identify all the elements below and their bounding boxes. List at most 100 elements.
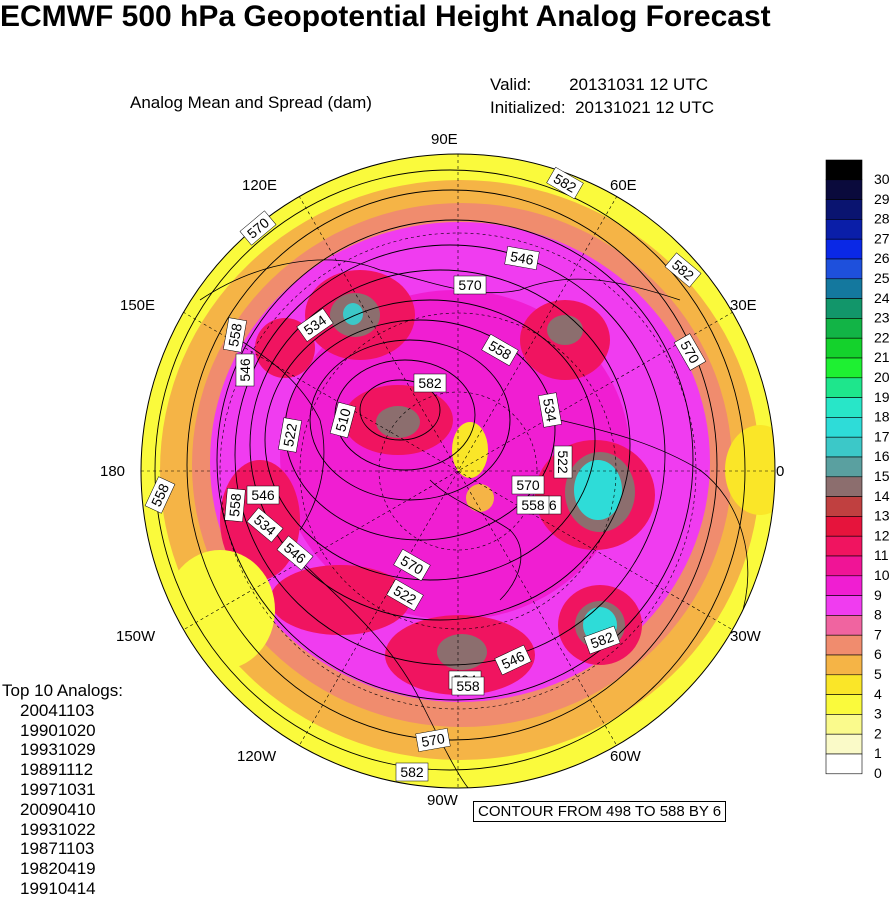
- colorbar-swatch: [825, 159, 863, 181]
- lon-label-120w: 120W: [237, 748, 277, 765]
- init-value: 20131021 12 UTC: [575, 98, 714, 117]
- contour-label: 558: [223, 317, 247, 353]
- contour-label: 570: [673, 333, 707, 371]
- contour-label: 522: [278, 417, 302, 453]
- lon-label-60w: 60W: [610, 748, 641, 765]
- colorbar-tick-label: 4: [874, 686, 882, 702]
- contour-label-text: 510: [332, 406, 354, 433]
- contour-labels: 5825705585465345225105825705585465345225…: [144, 166, 707, 782]
- colorbar-swatch: [825, 535, 863, 557]
- colorbar-tick-label: 15: [874, 468, 890, 484]
- colorbar-tick-label: 20: [874, 369, 890, 385]
- contour-label: 570: [453, 275, 487, 295]
- contour-label: 510: [329, 401, 357, 439]
- lon-label-90w: 90W: [427, 792, 458, 809]
- contour-label-text: 570: [458, 277, 482, 293]
- colorbar-tick-label: 19: [874, 389, 890, 405]
- colorbar-swatch: [825, 298, 863, 319]
- contour-label: 582: [395, 762, 429, 782]
- contour-label-text: 582: [588, 628, 616, 651]
- colorbar-swatch: [825, 337, 863, 359]
- colorbar-swatch: [825, 258, 863, 280]
- colorbar-tick-label: 28: [874, 211, 890, 227]
- colorbar-swatch: [825, 238, 863, 260]
- contour-label: 546: [235, 353, 255, 387]
- colorbar-swatch: [825, 694, 863, 715]
- contour-label: 582: [583, 625, 621, 655]
- colorbar-swatch: [825, 318, 863, 339]
- colorbar-swatch: [825, 476, 863, 497]
- lon-label-150e: 150E: [120, 297, 156, 314]
- analog-date: 19931029: [20, 740, 96, 760]
- valid-time: Valid: 20131031 12 UTC Initialized: 2013…: [490, 73, 714, 119]
- contour-label-text: 558: [226, 492, 244, 517]
- colorbar-tick-label: 26: [874, 250, 890, 266]
- analog-date: 20041103: [20, 700, 95, 720]
- contour-label: 558: [224, 488, 246, 522]
- contour-label-text: 558: [521, 497, 545, 513]
- colorbar-tick-label: 18: [874, 409, 890, 425]
- colorbar-tick-label: 24: [874, 290, 890, 306]
- lon-label-120e: 120E: [242, 177, 278, 194]
- contour-label: 534: [538, 392, 562, 428]
- colorbar-tick-label: 6: [874, 646, 882, 662]
- colorbar-tick-label: 30: [874, 171, 890, 187]
- contour-label: 570: [415, 728, 451, 752]
- analogs-list: Top 10 Analogs: 20041103 19901020 199310…: [2, 681, 123, 899]
- colorbar-swatch: [825, 199, 863, 220]
- analog-date: 19820419: [20, 859, 96, 879]
- height-contours: [154, 169, 746, 771]
- analog-date: 19910414: [20, 878, 96, 898]
- contour-label: 570: [511, 475, 545, 495]
- colorbar-swatch: [825, 733, 863, 755]
- colorbar-swatch: [825, 555, 863, 577]
- chart-title: ECMWF 500 hPa Geopotential Height Analog…: [0, 0, 771, 33]
- contour-label: 582: [413, 373, 447, 393]
- contour-label: 558: [516, 495, 550, 515]
- contour-label: 546: [504, 246, 540, 270]
- lon-label-180: 180: [100, 463, 126, 480]
- contour-label-text: 582: [400, 764, 424, 780]
- colorbar-swatch: [825, 753, 863, 775]
- contour-label: 558: [144, 476, 176, 514]
- contour-label-text: 534: [540, 397, 560, 423]
- colorbar-tick-label: 11: [874, 547, 889, 563]
- colorbar-tick-label: 17: [874, 428, 890, 444]
- colorbar: 3029282726252423222120191817161514131211…: [825, 159, 890, 781]
- colorbar-swatch: [825, 714, 863, 735]
- contour-label-text: 570: [516, 477, 540, 493]
- contour-label: 522: [553, 445, 573, 479]
- colorbar-swatch: [825, 357, 863, 379]
- contour-label-text: 558: [456, 678, 480, 694]
- valid-label: Valid:: [490, 75, 532, 94]
- colorbar-swatch: [825, 615, 863, 636]
- colorbar-swatch: [825, 179, 863, 200]
- colorbar-swatch: [825, 674, 863, 695]
- lon-label-90e: 90E: [431, 131, 458, 148]
- colorbar-swatch: [825, 595, 863, 616]
- analog-date: 20090410: [20, 799, 96, 819]
- lon-label-30w: 30W: [730, 628, 761, 645]
- colorbar-tick-label: 0: [874, 765, 882, 781]
- colorbar-tick-label: 13: [874, 508, 890, 524]
- colorbar-tick-label: 7: [874, 626, 882, 642]
- contour-info: CONTOUR FROM 498 TO 588 BY 6: [473, 801, 727, 822]
- colorbar-swatch: [825, 634, 863, 656]
- polar-map: 5825705585465345225105825705585465345225…: [140, 153, 890, 789]
- contour-label-text: 570: [420, 730, 446, 750]
- colorbar-swatch: [825, 417, 863, 438]
- colorbar-tick-label: 8: [874, 607, 882, 623]
- colorbar-tick-label: 1: [874, 745, 882, 761]
- colorbar-tick-label: 23: [874, 310, 890, 326]
- colorbar-swatch: [825, 456, 863, 478]
- colorbar-swatch: [825, 219, 863, 240]
- contour-label: 558: [451, 676, 485, 696]
- analogs-title: Top 10 Analogs:: [2, 681, 123, 700]
- colorbar-tick-label: 9: [874, 587, 882, 603]
- lon-label-150w: 150W: [116, 628, 156, 645]
- colorbar-tick-label: 10: [874, 567, 890, 583]
- contour-label: 546: [246, 485, 280, 505]
- colorbar-swatch: [825, 377, 863, 398]
- colorbar-swatch: [825, 516, 863, 537]
- chart-subtitle: Analog Mean and Spread (dam): [130, 93, 372, 112]
